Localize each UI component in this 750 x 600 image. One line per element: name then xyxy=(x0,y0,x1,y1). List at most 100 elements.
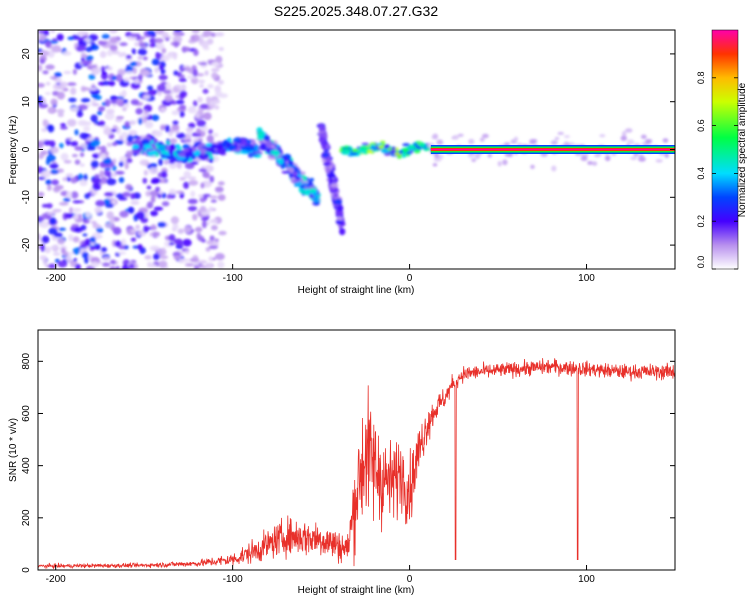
spectrogram-cell xyxy=(183,181,190,189)
spectrogram-cell xyxy=(198,168,207,172)
spectrogram-cell xyxy=(209,219,218,224)
spectrogram-cell xyxy=(110,96,119,101)
spectrogram-cell xyxy=(281,170,291,174)
colorbar-ticks: 0.0 0.2 0.4 0.6 0.8 xyxy=(696,72,738,270)
spectrogram-cell xyxy=(86,103,91,107)
spectrogram-cell xyxy=(151,177,161,184)
spectrogram-cell xyxy=(332,193,339,197)
spectrogram-cell xyxy=(99,50,107,59)
spectrogram-cell xyxy=(149,190,159,197)
spectrogram-cell xyxy=(90,191,99,195)
spectrogram-cell xyxy=(507,153,513,158)
spectrogram-cell xyxy=(157,248,167,256)
spectrogram-cell xyxy=(157,221,167,228)
colorbar-tick-label: 0.4 xyxy=(696,167,706,180)
spectrogram-cell xyxy=(551,165,557,172)
spectrogram-cell xyxy=(191,30,201,33)
x-tick-label: -200 xyxy=(46,273,66,284)
spectrogram-cell xyxy=(166,194,172,199)
spectrogram-cell xyxy=(196,127,201,135)
spectrogram-cell xyxy=(98,40,108,46)
spectrogram-cell xyxy=(159,255,169,260)
spectrogram-cell xyxy=(41,235,50,244)
spectrogram-cell xyxy=(106,66,113,71)
spectrogram-cell xyxy=(115,265,120,269)
spectrogram-cell xyxy=(130,192,136,200)
spectrogram-cell xyxy=(187,206,198,212)
spectrogram-cell xyxy=(341,149,350,155)
spectrogram-cell xyxy=(124,70,135,75)
spectrogram-cell xyxy=(176,161,182,169)
spectrogram-cell xyxy=(218,47,224,51)
spectrogram-cell xyxy=(135,224,141,230)
spectrogram-cell xyxy=(497,160,502,167)
spectrogram-cell xyxy=(217,79,224,85)
colorbar-tick-label: 0.8 xyxy=(696,72,706,85)
spectrogram-cell xyxy=(70,141,79,147)
spectrogram-cell xyxy=(137,230,142,236)
spectrogram-cell xyxy=(102,262,111,267)
spectrogram-cell xyxy=(178,77,187,83)
snr-x-label: Height of straight line (km) xyxy=(298,585,415,596)
spectrogram-cell xyxy=(117,68,126,76)
spectrogram-cell xyxy=(529,138,536,145)
spectrogram-cell xyxy=(319,132,328,138)
spectrogram-cell xyxy=(389,149,397,153)
y-tick-label: 200 xyxy=(21,509,32,526)
spectrogram-cell xyxy=(62,177,68,182)
spectrogram-cell xyxy=(193,266,200,269)
spectrogram-cell xyxy=(209,175,215,183)
spectrogram-cell xyxy=(172,223,179,230)
spectrogram-cell xyxy=(621,130,627,137)
spectrogram-cell xyxy=(359,145,369,151)
spectrogram-cell xyxy=(350,152,358,156)
spectrogram-cell xyxy=(168,148,174,156)
spectrogram-cell xyxy=(664,153,669,158)
spectrogram-cell xyxy=(112,226,122,235)
spectrogram-cell xyxy=(50,98,58,106)
spectrogram-cell xyxy=(379,140,386,144)
spectrogram-cell xyxy=(207,149,216,153)
spectrogram-cell xyxy=(106,49,113,57)
spectrogram-cell xyxy=(194,226,203,233)
spectrogram-cell xyxy=(147,89,157,96)
spectrogram-cell xyxy=(212,132,219,138)
spectrogram-cell xyxy=(67,119,77,127)
spectrogram-cell xyxy=(154,38,164,44)
spectrogram-cell xyxy=(197,264,207,269)
spectrogram-cell xyxy=(143,94,151,100)
spectrogram-cell xyxy=(580,156,588,161)
spectrogram-cell xyxy=(171,110,180,116)
spectrogram-cell xyxy=(173,53,178,60)
spectrogram-cell xyxy=(104,192,114,197)
spectrogram-cell xyxy=(71,154,78,158)
spectrogram-cell xyxy=(56,91,66,100)
carrier-peak xyxy=(430,148,675,151)
spectrogram-cell xyxy=(92,182,101,191)
spectrogram-cell xyxy=(474,153,481,160)
spectrogram-cell xyxy=(184,67,192,72)
spectrogram-cell xyxy=(295,176,301,180)
spectrogram-cell xyxy=(48,227,58,235)
spectrogram-cell xyxy=(391,146,396,150)
spectrogram-cell xyxy=(181,46,191,52)
spectrogram-cell xyxy=(184,151,194,158)
spectrogram-cell xyxy=(137,243,143,251)
spectrogram-cell xyxy=(205,247,211,252)
spectrogram-cell xyxy=(92,103,100,107)
spectrogram-cell xyxy=(76,109,84,118)
x-tick-label: -100 xyxy=(223,574,243,585)
spectrogram-cell xyxy=(337,220,343,225)
spectrogram-cell xyxy=(58,227,67,231)
spectrogram-cell xyxy=(46,211,57,216)
spectrogram-cell xyxy=(135,136,142,140)
spectrogram-cell xyxy=(201,238,206,243)
spectrogram-cell xyxy=(138,42,147,47)
spectrogram-cell xyxy=(215,90,223,97)
spectrogram-cell xyxy=(604,155,611,162)
spectrogram-cell xyxy=(402,143,411,147)
spectrogram-cell xyxy=(433,155,441,159)
spectrogram-cell xyxy=(176,132,186,139)
spectrogram-cell xyxy=(150,195,156,203)
spectrogram-cell xyxy=(209,195,218,199)
